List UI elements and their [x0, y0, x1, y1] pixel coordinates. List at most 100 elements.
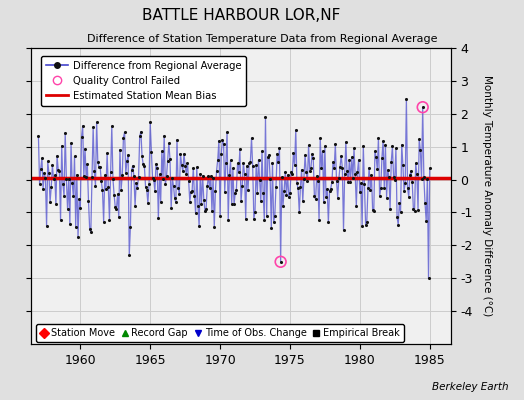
Point [340, 227, 348, 233]
Point [105, 217, 114, 223]
Point [254, 156, 263, 163]
Point [184, 178, 193, 184]
Point [341, 170, 349, 177]
Point [55, 168, 63, 174]
Point [159, 176, 167, 182]
Point [122, 170, 130, 176]
Point [204, 173, 213, 179]
Point [41, 175, 50, 181]
Point [209, 174, 217, 181]
Point [364, 185, 372, 192]
Point [121, 129, 129, 136]
Point [115, 214, 123, 220]
Point [371, 148, 379, 154]
Point [369, 208, 378, 214]
Point [101, 172, 109, 179]
Point [258, 148, 266, 154]
Point [343, 168, 351, 175]
Point [403, 185, 412, 191]
Point [62, 176, 71, 182]
Point [47, 184, 56, 190]
Point [157, 199, 165, 205]
Point [97, 178, 105, 184]
Point [176, 150, 184, 157]
Point [300, 176, 308, 182]
Point [322, 194, 330, 200]
Point [84, 198, 93, 205]
Point [330, 165, 339, 171]
Point [168, 175, 177, 182]
Point [256, 176, 264, 183]
Point [148, 175, 157, 181]
Point [422, 218, 430, 224]
Point [90, 168, 99, 174]
Point [82, 174, 90, 181]
Point [96, 164, 104, 170]
Point [64, 176, 73, 182]
Point [344, 179, 352, 185]
Point [71, 224, 80, 230]
Point [264, 154, 272, 160]
Point [417, 176, 425, 182]
Point [348, 175, 357, 182]
Point [401, 180, 409, 186]
Point [353, 168, 362, 175]
Point [384, 166, 392, 173]
Point [141, 184, 150, 190]
Point [241, 171, 249, 177]
Point [286, 189, 294, 196]
Point [69, 193, 78, 200]
Point [225, 172, 234, 178]
Point [289, 150, 298, 157]
Point [248, 163, 257, 170]
Point [424, 275, 433, 282]
Point [111, 204, 119, 210]
Point [372, 154, 380, 160]
Point [173, 136, 181, 143]
Point [373, 166, 381, 172]
Point [329, 159, 337, 165]
Point [277, 258, 285, 265]
Point [178, 162, 186, 168]
Point [415, 136, 423, 142]
Point [73, 171, 81, 178]
Point [321, 143, 329, 149]
Point [194, 203, 202, 209]
Point [249, 216, 258, 222]
Point [381, 142, 390, 148]
Point [224, 216, 233, 223]
Point [104, 184, 113, 190]
Point [80, 173, 88, 179]
Point [375, 193, 384, 200]
Point [52, 201, 60, 207]
Point [165, 140, 173, 146]
Point [233, 160, 242, 166]
Point [163, 158, 172, 164]
Point [270, 213, 279, 219]
Point [147, 148, 156, 155]
Point [110, 192, 118, 198]
Point [203, 182, 212, 189]
Point [261, 114, 270, 120]
Point [302, 169, 310, 176]
Point [201, 207, 209, 214]
Point [57, 217, 65, 224]
Point [144, 200, 152, 206]
Point [400, 188, 408, 194]
Point [131, 202, 139, 209]
Point [172, 199, 180, 206]
Point [68, 180, 77, 186]
Point [193, 164, 201, 170]
Point [350, 145, 358, 152]
Point [128, 162, 137, 169]
Point [351, 171, 359, 177]
Point [298, 166, 306, 173]
Point [218, 136, 226, 143]
Point [257, 198, 265, 204]
Point [169, 183, 178, 189]
Point [293, 180, 301, 186]
Point [83, 161, 92, 167]
Point [380, 184, 388, 191]
Point [151, 188, 159, 194]
Point [338, 164, 346, 171]
